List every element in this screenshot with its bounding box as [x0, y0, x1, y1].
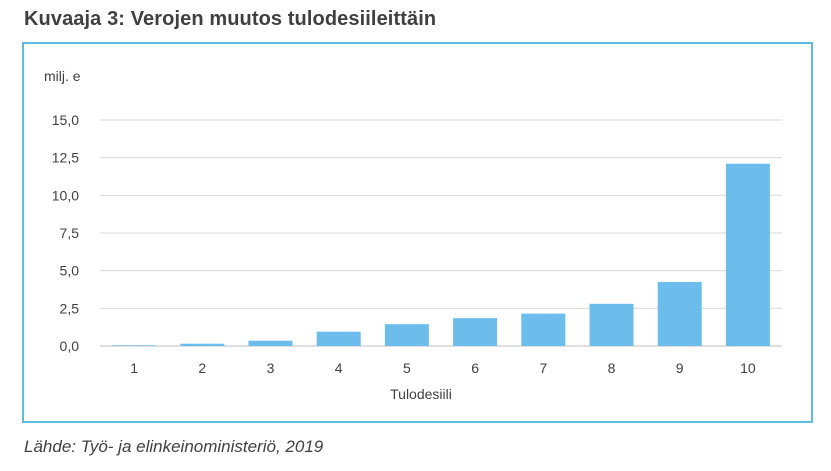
y-tick-label: 5,0 [60, 263, 80, 279]
chart-frame: milj. e 0,0 2,5 5,0 7,5 10,0 12,5 15,0 1 2 3 4 5 6 7… [22, 42, 813, 423]
bar-decile-3 [248, 340, 293, 346]
bar-decile-5 [384, 324, 429, 346]
y-tick-label: 2,5 [60, 300, 80, 316]
source-note: Lähde: Työ- ja elinkeinoministeriö, 2019 [24, 437, 324, 456]
bar-decile-8 [589, 303, 634, 346]
y-unit-label: milj. e [44, 68, 81, 84]
bar-chart: milj. e 0,0 2,5 5,0 7,5 10,0 12,5 15,0 1 2 3 4 5 6 7… [44, 68, 782, 402]
y-axis-ticks: 0,0 2,5 5,0 7,5 10,0 12,5 15,0 [52, 112, 79, 354]
bars [112, 163, 770, 346]
x-tick-label: 2 [198, 360, 206, 376]
chart-title: Kuvaaja 3: Verojen muutos tulodesiileitt… [24, 8, 437, 30]
bar-decile-6 [453, 318, 498, 346]
x-axis-label: Tulodesiili [390, 386, 452, 402]
x-tick-label: 6 [471, 360, 479, 376]
y-tick-label: 0,0 [60, 338, 80, 354]
bar-decile-1 [112, 345, 157, 346]
y-tick-label: 10,0 [52, 187, 79, 203]
bar-decile-2 [180, 343, 225, 346]
gridlines [100, 119, 782, 347]
x-tick-label: 8 [608, 360, 616, 376]
y-tick-label: 7,5 [60, 225, 80, 241]
bar-decile-10 [725, 163, 770, 346]
y-tick-label: 15,0 [52, 112, 79, 128]
x-tick-label: 1 [130, 360, 138, 376]
y-tick-label: 12,5 [52, 150, 79, 166]
x-tick-label: 3 [267, 360, 275, 376]
bar-decile-7 [521, 313, 566, 346]
x-tick-label: 4 [335, 360, 343, 376]
x-tick-label: 7 [539, 360, 547, 376]
x-axis-ticks: 1 2 3 4 5 6 7 8 9 10 [130, 360, 756, 376]
x-tick-label: 9 [676, 360, 684, 376]
x-tick-label: 5 [403, 360, 411, 376]
bar-decile-9 [657, 281, 702, 346]
bar-decile-4 [316, 331, 361, 346]
x-tick-label: 10 [740, 360, 756, 376]
